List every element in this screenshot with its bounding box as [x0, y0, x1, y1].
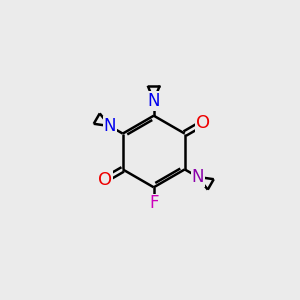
Text: O: O [98, 171, 112, 189]
Text: F: F [149, 194, 158, 212]
Text: N: N [148, 92, 160, 110]
Text: N: N [103, 117, 116, 135]
Text: N: N [191, 168, 204, 186]
Text: O: O [196, 114, 210, 132]
